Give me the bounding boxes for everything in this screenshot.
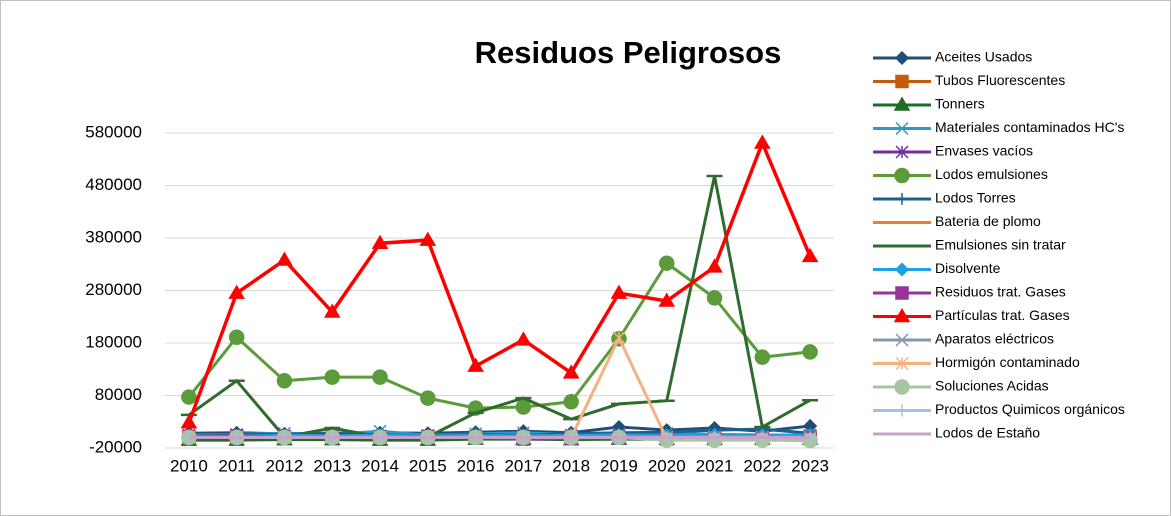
x-tick-label: 2018 (552, 456, 590, 475)
x-tick-label: 2012 (266, 456, 304, 475)
series-line (187, 261, 811, 410)
legend-label: Productos Quimicos orgánicos (935, 401, 1125, 417)
point-marker (324, 369, 340, 385)
legend-marker (895, 74, 909, 89)
point-marker (610, 284, 628, 299)
point-marker (419, 231, 437, 246)
point-marker (276, 251, 293, 266)
legend-label: Soluciones Acidas (935, 378, 1049, 394)
point-marker (228, 284, 245, 299)
x-tick-label: 2016 (457, 456, 495, 475)
point-marker (181, 389, 197, 405)
legend-label: Envases vacíos (935, 143, 1033, 159)
point-marker (754, 349, 771, 365)
chart-title: Residuos Peligrosos (475, 35, 782, 70)
legend-marker (893, 308, 911, 323)
legend-marker (894, 167, 910, 184)
point-marker (562, 364, 580, 379)
point-marker (228, 329, 245, 345)
point-marker (420, 390, 436, 406)
point-marker (515, 399, 532, 415)
legend-label: Aceites Usados (935, 49, 1032, 65)
x-tick-label: 2020 (648, 456, 686, 475)
legend-marker (895, 333, 909, 347)
point-marker (180, 414, 198, 429)
legend-label: Hormigón contaminado (935, 354, 1080, 370)
point-marker (371, 234, 389, 249)
legend-label: Emulsiones sin tratar (935, 237, 1066, 253)
legend-marker (895, 145, 909, 159)
y-tick-label: 580000 (85, 122, 142, 141)
legend-marker (894, 379, 910, 395)
legend-marker (895, 356, 909, 371)
y-tick-label: 380000 (85, 227, 142, 246)
legend-label: Lodos Torres (935, 190, 1016, 206)
legend-marker (895, 286, 909, 300)
x-tick-label: 2023 (791, 456, 829, 475)
point-marker (323, 303, 341, 318)
y-tick-label: 280000 (85, 280, 142, 299)
legend-marker (894, 262, 910, 277)
point-marker (801, 247, 819, 263)
x-tick-label: 2015 (409, 456, 447, 475)
legend-label: Tonners (935, 96, 985, 112)
point-marker (706, 258, 723, 273)
x-tick-label: 2019 (600, 456, 638, 475)
y-tick-label: -20000 (89, 437, 142, 456)
legend-label: Residuos trat. Gases (935, 284, 1066, 300)
x-tick-label: 2010 (170, 456, 208, 475)
x-tick-label: 2011 (218, 456, 255, 475)
x-tick-label: 2022 (743, 456, 781, 475)
legend-label: Tubos Fluorescentes (935, 72, 1065, 88)
legend-label: Aparatos eléctricos (935, 331, 1054, 347)
y-tick-label: 180000 (85, 332, 142, 351)
legend-marker (895, 121, 909, 136)
legend-marker (896, 404, 908, 417)
point-marker (612, 331, 626, 345)
legend-marker (894, 50, 910, 66)
point-marker (659, 255, 675, 271)
point-marker (754, 134, 771, 149)
legend-marker (893, 96, 911, 111)
y-tick-label: 80000 (95, 385, 142, 404)
legend-label: Disolvente (935, 260, 1001, 276)
point-marker (563, 394, 579, 410)
point-marker (706, 290, 723, 306)
point-marker (515, 331, 532, 346)
x-tick-label: 2014 (361, 456, 399, 475)
legend-marker (896, 193, 908, 205)
point-marker (658, 292, 676, 307)
x-tick-label: 2017 (504, 456, 542, 475)
point-marker (467, 357, 484, 372)
legend-label: Lodos de Estaño (935, 425, 1040, 441)
legend-label: Partículas trat. Gases (935, 307, 1070, 323)
point-marker (372, 369, 388, 385)
point-marker (802, 344, 818, 360)
x-tick-label: 2021 (696, 456, 734, 475)
point-marker (276, 373, 293, 389)
legend-label: Bateria de plomo (935, 213, 1041, 229)
x-tick-label: 2013 (313, 456, 351, 475)
y-tick-label: 480000 (85, 175, 142, 194)
legend-label: Materiales contaminados HC's (935, 119, 1124, 135)
legend-label: Lodos emulsiones (935, 166, 1048, 182)
